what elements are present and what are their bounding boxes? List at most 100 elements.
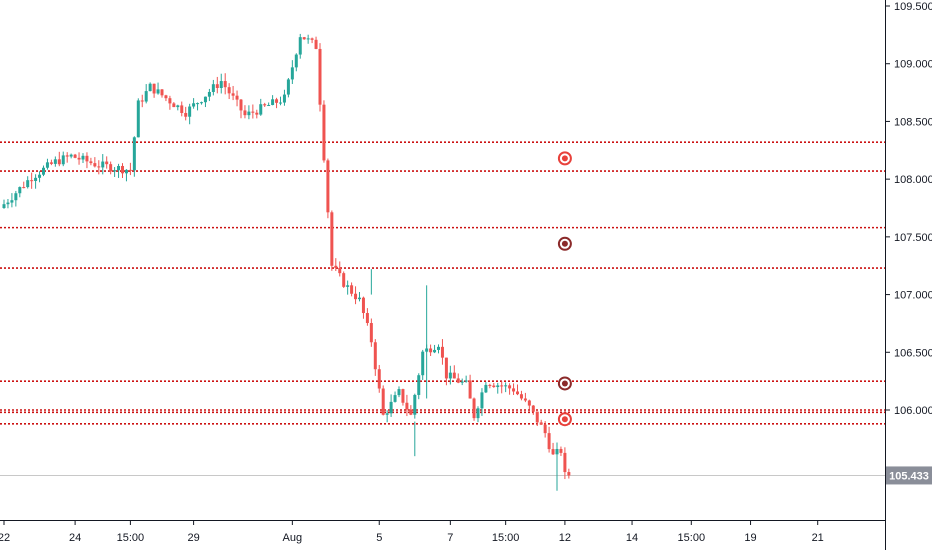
candle-body [251, 111, 255, 113]
candle-body [271, 99, 275, 106]
candle-body [452, 372, 456, 379]
x-tick-label: 14 [626, 532, 638, 544]
candle-body [275, 99, 279, 103]
level-markers [557, 151, 572, 427]
candle-body [89, 161, 93, 164]
candle-body [563, 452, 567, 473]
x-tick-label: 15:00 [678, 532, 706, 544]
candle-body [361, 297, 365, 314]
candle-body [196, 103, 200, 105]
candle-body [468, 380, 472, 399]
candle-body [567, 472, 571, 476]
candle-body [231, 93, 235, 96]
candle-body [519, 394, 523, 399]
candle-body [338, 267, 342, 274]
candle-body [393, 395, 397, 402]
candle-body [492, 385, 496, 388]
candle-body [555, 448, 559, 455]
candle-body [152, 83, 156, 94]
candle-body [235, 95, 239, 100]
level-marker-dot [561, 240, 568, 247]
candle-body [302, 37, 306, 40]
candle-body [121, 165, 124, 174]
candle-body [444, 357, 448, 379]
candle-body [373, 342, 377, 370]
candle-body [409, 409, 413, 415]
candle-body [30, 180, 34, 182]
candle-body [326, 160, 330, 213]
candle-body [34, 177, 38, 181]
candle-body [306, 38, 310, 40]
candle-body [227, 87, 231, 94]
candle-body [318, 48, 322, 105]
x-tick-label: 29 [187, 532, 199, 544]
candle-body [247, 111, 251, 116]
candle-body [109, 164, 113, 172]
candle-body [496, 385, 500, 388]
candle-body [97, 166, 101, 168]
candle-body [215, 84, 219, 88]
candle-body [397, 389, 401, 396]
candle-body [101, 161, 105, 168]
candle-body [223, 81, 227, 88]
x-tick-label: 21 [812, 532, 824, 544]
candle-body [440, 346, 444, 358]
candle-body [73, 154, 77, 158]
candle-body [448, 372, 452, 379]
y-tick-label: 107.000 [894, 290, 932, 302]
candle-body [500, 385, 504, 387]
candle-body [385, 413, 389, 415]
candle-body [350, 285, 354, 294]
candle-body [282, 94, 286, 103]
candle-body [342, 273, 346, 287]
candle-body [14, 193, 18, 201]
candle-body [49, 162, 53, 164]
candle-body [188, 106, 192, 117]
candle-body [437, 346, 440, 350]
candle-body [369, 323, 373, 343]
candle-body [433, 349, 437, 353]
candle-body [57, 159, 61, 165]
horizontal-levels [0, 141, 885, 425]
candle-body [22, 187, 26, 189]
candle-body [164, 95, 168, 99]
candle-body [132, 137, 136, 171]
candle-body [267, 105, 271, 107]
candle-body [334, 265, 338, 268]
candle-body [26, 180, 30, 188]
level-marker-dot [561, 155, 568, 162]
candle-body [421, 351, 425, 376]
candle-body [381, 388, 385, 415]
candle-body [2, 204, 6, 208]
time-axis[interactable]: 22 24 15:00 29 Aug 5 7 15:00 12 14 15:00 19 21 [0, 520, 824, 544]
candle-body [405, 402, 409, 410]
candle-body [184, 112, 188, 117]
candle-body [484, 384, 488, 393]
candle-body [543, 424, 547, 434]
candle-body [156, 89, 160, 94]
candle-body [124, 169, 128, 174]
candle-body [527, 400, 531, 406]
candle-body [18, 187, 22, 194]
candle-body [531, 405, 535, 412]
candle-body [358, 297, 361, 300]
y-tick-label: 108.500 [894, 116, 932, 128]
candle-body [148, 83, 152, 92]
candle-body [377, 369, 381, 389]
candle-body [480, 392, 484, 409]
candle-body [172, 103, 176, 108]
price-axis[interactable]: 109.500 109.000 108.500 108.000 107.500 107.0… [885, 1, 932, 417]
candle-body [460, 381, 464, 383]
candle-body [504, 385, 508, 387]
candle-body [413, 394, 417, 415]
candle-body [192, 103, 196, 107]
candle-body [290, 67, 294, 80]
candle-body [144, 91, 148, 102]
candle-body [259, 104, 263, 115]
x-tick-label: 24 [69, 532, 81, 544]
x-tick-label: 22 [0, 532, 10, 544]
candle-body [176, 105, 180, 108]
candle-body [365, 313, 369, 324]
candle-body [401, 389, 405, 403]
